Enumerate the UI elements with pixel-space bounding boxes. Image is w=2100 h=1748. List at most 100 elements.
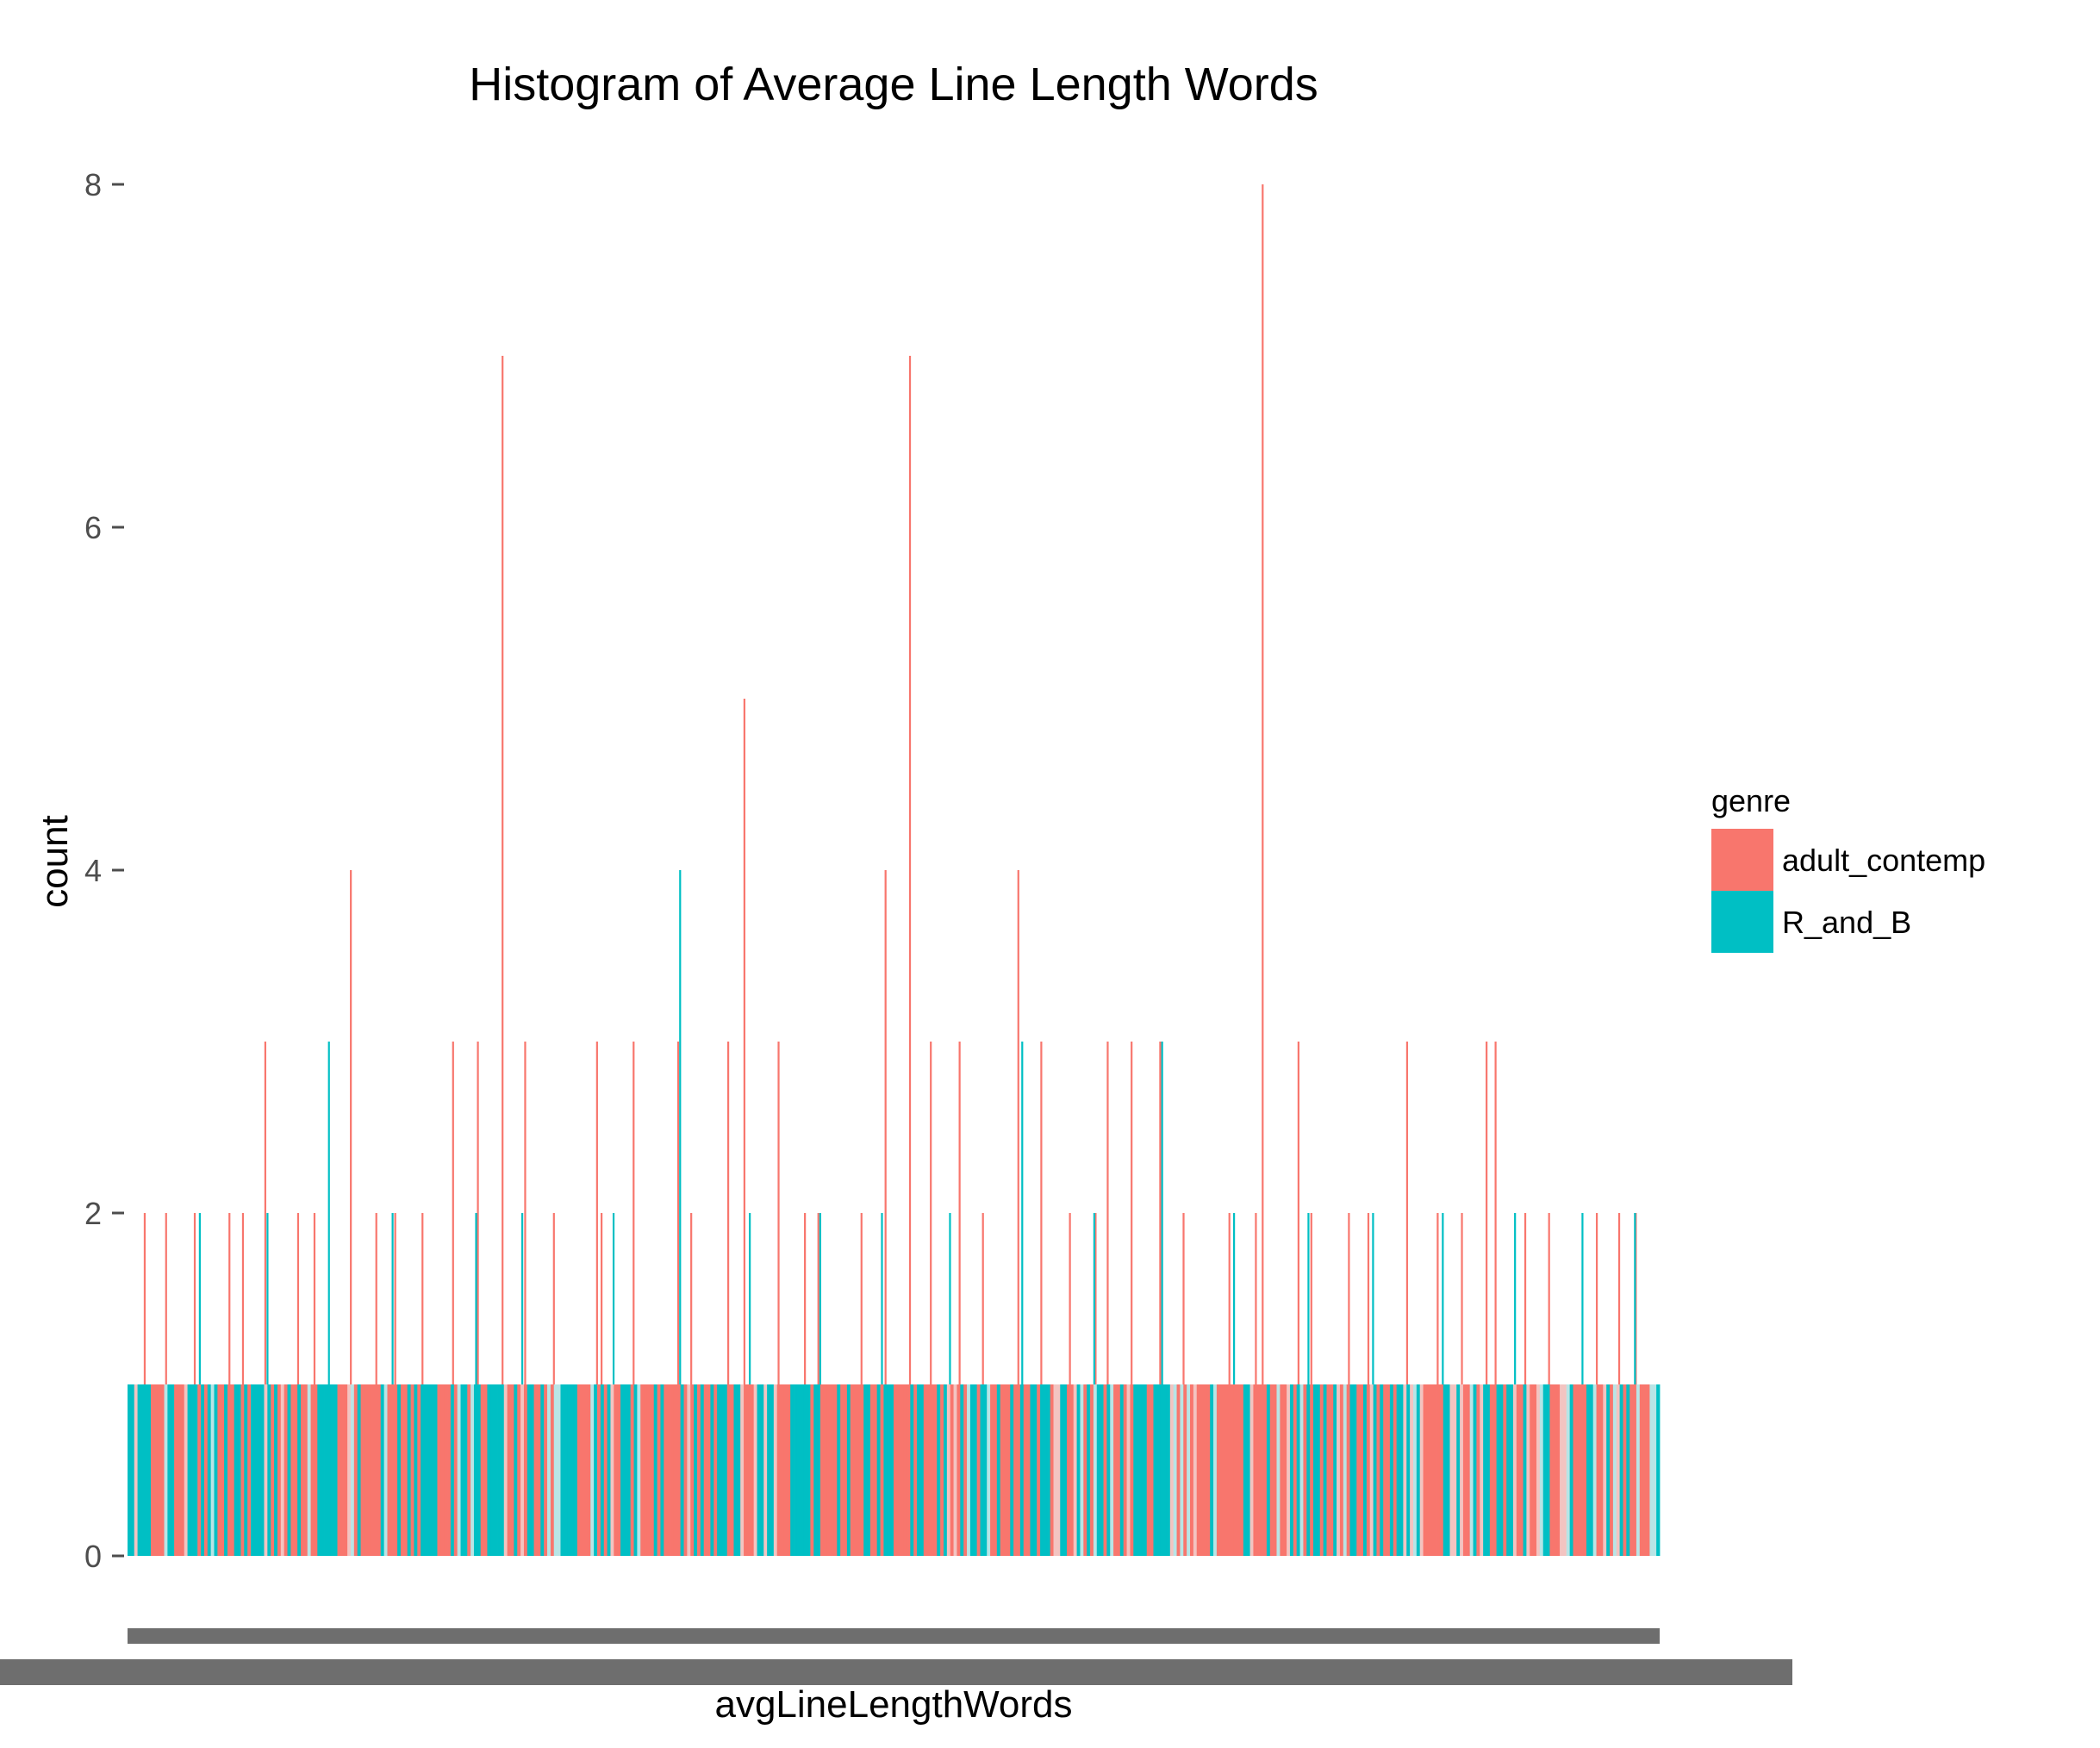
histogram-bar xyxy=(767,1384,771,1556)
histogram-bar xyxy=(1243,1384,1248,1556)
histogram-bar xyxy=(1466,1384,1471,1556)
histogram-bar xyxy=(253,1384,259,1556)
histogram-bar xyxy=(1223,1384,1227,1556)
histogram-bar-peak xyxy=(1040,1042,1043,1384)
histogram-bar xyxy=(264,1384,268,1556)
histogram-bar xyxy=(1230,1384,1234,1556)
histogram-bar xyxy=(1269,1384,1274,1556)
histogram-bar-peak xyxy=(1514,1213,1517,1384)
histogram-bar xyxy=(207,1384,212,1556)
histogram-bar xyxy=(437,1384,441,1556)
histogram-bar-peak xyxy=(313,1213,316,1384)
histogram-bar xyxy=(450,1384,455,1556)
histogram-bar xyxy=(1253,1384,1257,1556)
histogram-bar xyxy=(860,1384,864,1556)
histogram-bar-peak xyxy=(777,1042,780,1384)
histogram-bar xyxy=(917,1384,921,1556)
histogram-bar xyxy=(347,1384,352,1556)
histogram-bar xyxy=(1073,1384,1077,1556)
histogram-bar xyxy=(400,1384,405,1556)
histogram-bar xyxy=(1492,1384,1498,1556)
histogram-bar xyxy=(324,1384,328,1556)
histogram-bar xyxy=(1436,1384,1441,1556)
histogram-bar xyxy=(1166,1384,1171,1556)
histogram-bar xyxy=(187,1384,191,1556)
histogram-bar xyxy=(973,1384,978,1556)
histogram-bar xyxy=(1426,1384,1430,1556)
histogram-bar xyxy=(1330,1384,1334,1556)
histogram-bar xyxy=(1260,1384,1264,1556)
histogram-bar xyxy=(1546,1384,1550,1556)
histogram-bar xyxy=(144,1384,148,1556)
histogram-bar xyxy=(857,1384,861,1556)
histogram-bar xyxy=(623,1384,628,1556)
histogram-bar xyxy=(128,1384,132,1556)
histogram-bar xyxy=(1573,1384,1577,1556)
histogram-bar xyxy=(520,1384,525,1556)
histogram-bar xyxy=(453,1384,458,1556)
histogram-bar xyxy=(137,1384,141,1556)
histogram-bar xyxy=(547,1384,551,1556)
histogram-bar xyxy=(1000,1384,1004,1556)
histogram-bar xyxy=(1583,1384,1587,1556)
histogram-bar xyxy=(1356,1384,1361,1556)
histogram-bar xyxy=(1160,1384,1164,1556)
histogram-bar xyxy=(303,1384,308,1556)
histogram-bar xyxy=(1306,1384,1311,1556)
histogram-bar xyxy=(390,1384,395,1556)
histogram-bar xyxy=(667,1384,671,1556)
histogram-bar xyxy=(1187,1384,1191,1556)
histogram-bar xyxy=(1619,1384,1623,1556)
histogram-bar xyxy=(503,1384,508,1556)
histogram-bar-peak xyxy=(612,1213,615,1384)
histogram-bar xyxy=(271,1384,275,1556)
histogram-bar xyxy=(1353,1384,1357,1556)
histogram-bar xyxy=(410,1384,414,1556)
histogram-bar xyxy=(1096,1384,1101,1556)
histogram-bar xyxy=(1103,1384,1107,1556)
histogram-bar xyxy=(164,1384,168,1556)
histogram-bar xyxy=(1383,1384,1387,1556)
histogram-bar xyxy=(987,1384,991,1556)
histogram-bar xyxy=(510,1384,514,1556)
histogram-bar xyxy=(274,1384,278,1556)
histogram-bar xyxy=(1310,1384,1314,1556)
histogram-bar xyxy=(1386,1384,1391,1556)
histogram-bar xyxy=(167,1384,171,1556)
histogram-bar xyxy=(650,1384,655,1556)
histogram-bar xyxy=(1293,1384,1298,1556)
histogram-bar-peak xyxy=(1232,1213,1236,1384)
histogram-bar-peak xyxy=(552,1213,555,1384)
histogram-bar xyxy=(1023,1384,1028,1556)
histogram-bar-peak xyxy=(726,1042,730,1384)
histogram-bar xyxy=(1080,1384,1084,1556)
histogram-bar-peak xyxy=(1405,1042,1409,1384)
histogram-bar xyxy=(703,1384,707,1556)
histogram-bar-peak xyxy=(296,1213,300,1384)
histogram-bar xyxy=(1506,1384,1511,1556)
histogram-bar xyxy=(1536,1384,1541,1556)
histogram-bar xyxy=(473,1384,478,1556)
histogram-bar xyxy=(1369,1384,1374,1556)
histogram-bar xyxy=(1287,1384,1291,1556)
histogram-bar xyxy=(447,1384,452,1556)
histogram-bar xyxy=(1193,1384,1198,1556)
histogram-bar-peak xyxy=(804,1213,807,1384)
histogram-bar xyxy=(963,1384,968,1556)
histogram-bar xyxy=(427,1384,432,1556)
histogram-bar xyxy=(1603,1384,1607,1556)
histogram-bar xyxy=(1343,1384,1348,1556)
histogram-bar-peak xyxy=(1094,1213,1097,1384)
histogram-bar xyxy=(817,1384,821,1556)
histogram-bar xyxy=(337,1384,341,1556)
histogram-bar xyxy=(1519,1384,1524,1556)
histogram-bar xyxy=(260,1384,265,1556)
histogram-bar xyxy=(333,1384,338,1556)
histogram-bar xyxy=(1373,1384,1377,1556)
histogram-bar xyxy=(673,1384,678,1556)
histogram-bar xyxy=(440,1384,445,1556)
histogram-bar xyxy=(330,1384,335,1556)
histogram-bar xyxy=(1276,1384,1281,1556)
histogram-bar xyxy=(1239,1384,1244,1556)
histogram-bar xyxy=(896,1384,901,1556)
